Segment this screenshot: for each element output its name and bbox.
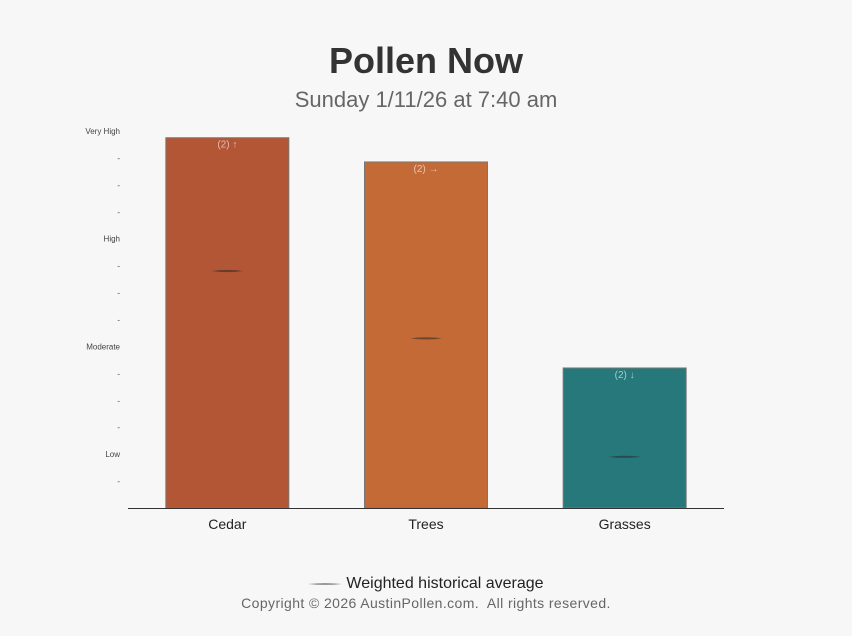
historical-average-marker	[410, 337, 442, 340]
y-tick-label: -	[117, 262, 120, 271]
historical-average-marker	[211, 269, 244, 273]
y-tick-label: Very High	[85, 127, 120, 136]
bar-cedar	[165, 137, 290, 509]
chart-subtitle: Sunday 1/11/26 at 7:40 am	[294, 87, 558, 112]
y-tick-label: Moderate	[86, 342, 120, 351]
bar-grasses	[562, 367, 687, 509]
legend: Weighted historical average	[0, 575, 852, 593]
y-tick-label: -	[117, 396, 120, 405]
x-tick-label: Grasses	[599, 516, 651, 532]
bar-data-label: (2) ↑	[217, 140, 237, 151]
x-tick-label: Cedar	[208, 516, 246, 532]
y-tick-label: -	[117, 181, 120, 190]
historical-average-marker	[608, 455, 641, 458]
chart-title: Pollen Now	[328, 40, 523, 81]
bar-data-label: (2) →	[414, 164, 439, 175]
y-tick-label: -	[117, 423, 120, 432]
y-tick-label: -	[117, 208, 120, 217]
y-tick-label: -	[117, 289, 120, 298]
bar-trees	[364, 161, 488, 509]
y-tick-label: -	[117, 316, 120, 325]
y-tick-label: -	[117, 369, 120, 378]
legend-average-swatch	[308, 583, 343, 585]
y-tick-label: High	[104, 235, 120, 244]
y-tick-label: -	[117, 154, 120, 163]
copyright: Copyright © 2026 AustinPollen.com. All r…	[241, 595, 611, 611]
legend-label: Weighted historical average	[346, 575, 544, 592]
bar-data-label: (2) ↓	[615, 370, 635, 381]
y-tick-label: Low	[105, 450, 120, 459]
y-tick-label: -	[117, 477, 120, 486]
x-tick-label: Trees	[408, 516, 443, 532]
